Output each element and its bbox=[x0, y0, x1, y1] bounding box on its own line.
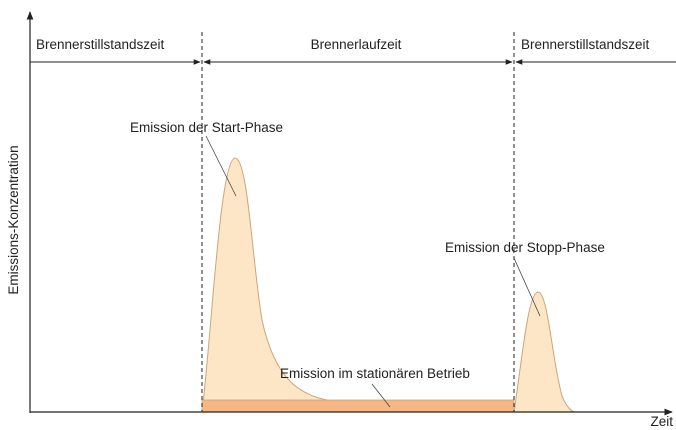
phase-label: Brennerstillstandszeit bbox=[36, 37, 165, 52]
steady-band bbox=[201, 399, 515, 413]
phase-label: Brennerlaufzeit bbox=[311, 37, 402, 52]
annotation: Emission im stationären Betrieb bbox=[280, 366, 470, 381]
annotation: Emission der Stopp-Phase bbox=[445, 240, 605, 255]
y-axis-label: Emissions-Konzentration bbox=[6, 145, 21, 294]
stop-peak bbox=[513, 291, 577, 413]
leader-line bbox=[205, 135, 237, 197]
x-axis-label: Zeit bbox=[650, 414, 673, 429]
start-peak bbox=[201, 157, 341, 413]
phase-label: Brennerstillstandszeit bbox=[521, 37, 650, 52]
leader-line bbox=[371, 383, 391, 408]
leader-line bbox=[513, 257, 541, 317]
annotation: Emission der Start-Phase bbox=[130, 120, 283, 135]
